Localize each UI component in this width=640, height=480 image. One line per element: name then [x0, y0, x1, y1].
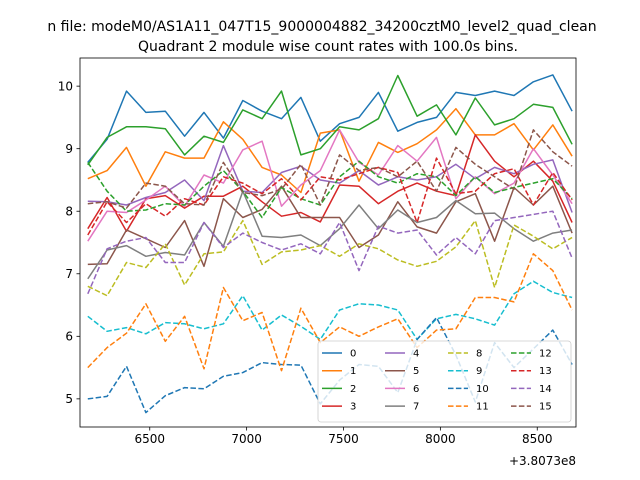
legend-label-2: 2: [350, 384, 356, 395]
legend-label-8: 8: [476, 349, 482, 360]
legend-label-14: 14: [539, 384, 552, 395]
y-tick-label: 7: [65, 267, 73, 281]
series-line-5: [87, 185, 573, 268]
series-line-8: [87, 219, 573, 297]
y-tick-label: 5: [65, 392, 73, 406]
series-line-3: [87, 134, 573, 232]
legend-label-9: 9: [476, 366, 482, 377]
legend-label-7: 7: [413, 402, 419, 413]
x-tick-label: 8500: [522, 432, 553, 446]
x-tick-label: 7000: [231, 432, 262, 446]
series-line-12: [87, 160, 573, 219]
legend-label-5: 5: [413, 366, 419, 377]
y-tick-label: 10: [58, 79, 73, 93]
series-line-2: [87, 74, 573, 166]
legend-label-3: 3: [350, 402, 356, 413]
y-tick-label: 6: [65, 330, 73, 344]
legend-label-4: 4: [413, 349, 419, 360]
series-line-0: [87, 74, 573, 163]
y-tick-label: 9: [65, 142, 73, 156]
legend-label-10: 10: [476, 384, 489, 395]
legend-label-11: 11: [476, 402, 489, 413]
legend-label-12: 12: [539, 349, 552, 360]
x-offset-label: +3.8073e8: [509, 454, 576, 468]
chart-title: Quadrant 2 module wise count rates with …: [138, 39, 518, 55]
series-line-9: [87, 280, 573, 341]
series-line-14: [87, 210, 573, 295]
axes-frame: [79, 57, 577, 428]
figure-suptitle: n file: modeM0/AS1A11_047T15_9000004882_…: [47, 19, 596, 35]
series-line-15: [87, 129, 573, 209]
x-tick-label: 7500: [328, 432, 359, 446]
legend-label-1: 1: [350, 366, 356, 377]
x-tick-label: 6500: [134, 432, 165, 446]
series-line-1: [87, 107, 573, 194]
legend-label-15: 15: [539, 402, 552, 413]
series-line-11: [87, 253, 573, 372]
x-tick-label: 8000: [425, 432, 456, 446]
legend-label-13: 13: [539, 366, 552, 377]
legend-box: [317, 340, 572, 423]
legend-label-0: 0: [350, 349, 356, 360]
legend-label-6: 6: [413, 384, 419, 395]
y-tick-label: 8: [65, 205, 73, 219]
